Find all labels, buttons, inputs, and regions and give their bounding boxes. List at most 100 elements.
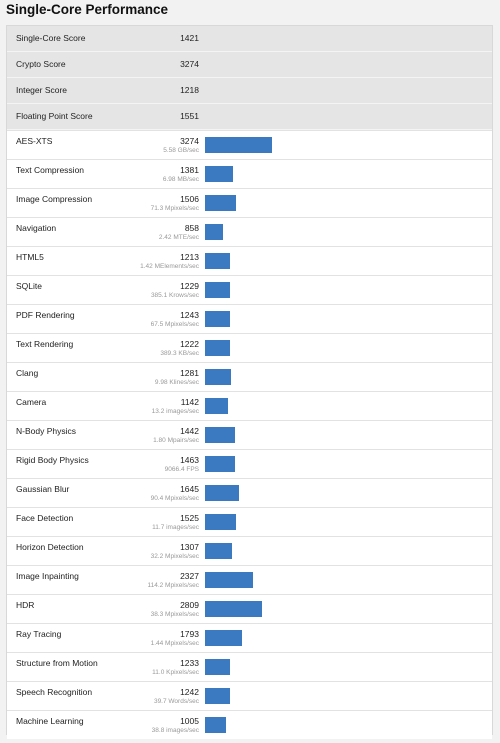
benchmark-throughput: 90.4 Mpixels/sec: [150, 495, 199, 502]
summary-label: Crypto Score: [16, 59, 66, 69]
benchmark-label: Rigid Body Physics: [16, 455, 89, 465]
benchmark-label: Speech Recognition: [16, 687, 93, 697]
score-bar: [205, 224, 223, 240]
benchmark-score: 1381: [180, 165, 199, 175]
benchmark-score: 1307: [180, 542, 199, 552]
benchmark-throughput: 11.0 Kpixels/sec: [152, 669, 199, 676]
benchmark-throughput: 38.3 Mpixels/sec: [150, 611, 199, 618]
benchmark-row: Horizon Detection 1307 32.2 Mpixels/sec: [7, 536, 492, 565]
benchmark-score: 1506: [180, 194, 199, 204]
benchmark-throughput: 1.42 MElements/sec: [140, 263, 199, 270]
benchmark-throughput: 38.8 images/sec: [151, 727, 199, 734]
benchmark-score: 1142: [180, 397, 199, 407]
benchmark-label: N-Body Physics: [16, 426, 76, 436]
benchmark-row: AES-XTS 3274 5.58 GB/sec: [7, 130, 492, 159]
benchmark-label: Camera: [16, 397, 47, 407]
summary-label: Floating Point Score: [16, 111, 93, 121]
benchmark-label: Structure from Motion: [16, 658, 98, 668]
page-title: Single-Core Performance: [6, 2, 169, 17]
benchmark-row: HDR 2809 38.3 Mpixels/sec: [7, 594, 492, 623]
benchmark-label: Machine Learning: [16, 716, 84, 726]
benchmark-label: Ray Tracing: [16, 629, 62, 639]
benchmark-score: 1243: [180, 310, 199, 320]
benchmark-label: Navigation: [16, 223, 57, 233]
benchmark-label: Horizon Detection: [16, 542, 84, 552]
benchmark-row: Clang 1281 9.98 Klines/sec: [7, 362, 492, 391]
results-panel: Single-Core Score 1421 Crypto Score 3274…: [6, 25, 493, 739]
score-bar: [205, 485, 239, 501]
benchmark-row: Ray Tracing 1793 1.44 Mpixels/sec: [7, 623, 492, 652]
benchmark-score: 1525: [180, 513, 199, 523]
benchmark-label: HDR: [16, 600, 35, 610]
score-bar: [205, 572, 253, 588]
score-bar: [205, 311, 230, 327]
benchmark-throughput: 114.2 Mpixels/sec: [147, 582, 199, 589]
summary-score: 1421: [180, 33, 199, 43]
benchmark-score: 1222: [180, 339, 199, 349]
summary-score: 3274: [180, 59, 199, 69]
benchmark-row: PDF Rendering 1243 67.5 Mpixels/sec: [7, 304, 492, 333]
benchmark-throughput: 2.42 MTE/sec: [158, 234, 199, 241]
benchmark-throughput: 13.2 images/sec: [151, 408, 199, 415]
benchmark-throughput: 9.98 Klines/sec: [154, 379, 199, 386]
benchmark-row: Speech Recognition 1242 39.7 Words/sec: [7, 681, 492, 710]
benchmark-label: Gaussian Blur: [16, 484, 70, 494]
benchmark-score: 858: [184, 223, 199, 233]
summary-row: Single-Core Score 1421: [7, 26, 492, 52]
summary-row: Floating Point Score 1551: [7, 104, 492, 130]
benchmark-score: 1213: [180, 252, 199, 262]
benchmark-row: Text Compression 1381 6.98 MB/sec: [7, 159, 492, 188]
benchmark-throughput: 389.3 KB/sec: [160, 350, 199, 357]
summary-row: Crypto Score 3274: [7, 52, 492, 78]
benchmark-throughput: 6.98 MB/sec: [162, 176, 199, 183]
benchmark-label: SQLite: [16, 281, 42, 291]
summary-score: 1218: [180, 85, 199, 95]
benchmark-label: HTML5: [16, 252, 44, 262]
benchmark-label: Text Compression: [16, 165, 85, 175]
score-bar: [205, 543, 232, 559]
score-bar: [205, 717, 226, 733]
score-bar: [205, 514, 236, 530]
benchmark-row: Face Detection 1525 11.7 images/sec: [7, 507, 492, 536]
score-bar: [205, 369, 231, 385]
benchmark-row: Rigid Body Physics 1463 9066.4 FPS: [7, 449, 492, 478]
benchmark-label: Text Rendering: [16, 339, 74, 349]
benchmark-score: 3274: [180, 136, 199, 146]
score-bar: [205, 688, 230, 704]
benchmark-label: AES-XTS: [16, 136, 53, 146]
benchmark-throughput: 71.3 Mpixels/sec: [150, 205, 199, 212]
benchmark-row: HTML5 1213 1.42 MElements/sec: [7, 246, 492, 275]
score-bar: [205, 340, 230, 356]
benchmark-score: 1463: [180, 455, 199, 465]
score-bar: [205, 137, 272, 153]
benchmark-row: Image Inpainting 2327 114.2 Mpixels/sec: [7, 565, 492, 594]
score-bar: [205, 427, 235, 443]
summary-label: Integer Score: [16, 85, 68, 95]
benchmark-score: 2327: [180, 571, 199, 581]
benchmark-row: N-Body Physics 1442 1.80 Mpairs/sec: [7, 420, 492, 449]
benchmark-throughput: 32.2 Mpixels/sec: [150, 553, 199, 560]
benchmark-row: Camera 1142 13.2 images/sec: [7, 391, 492, 420]
summary-row: Integer Score 1218: [7, 78, 492, 104]
summary-label: Single-Core Score: [16, 33, 86, 43]
benchmark-label: Image Compression: [16, 194, 93, 204]
benchmark-score: 1229: [180, 281, 199, 291]
benchmark-throughput: 1.80 Mpairs/sec: [153, 437, 199, 444]
benchmark-throughput: 385.1 Krows/sec: [150, 292, 199, 299]
benchmark-row: SQLite 1229 385.1 Krows/sec: [7, 275, 492, 304]
benchmark-label: Clang: [16, 368, 39, 378]
benchmark-score: 1645: [180, 484, 199, 494]
benchmark-throughput: 5.58 GB/sec: [163, 147, 199, 154]
benchmark-throughput: 1.44 Mpixels/sec: [150, 640, 199, 647]
benchmark-throughput: 11.7 images/sec: [152, 524, 199, 531]
benchmark-score: 1242: [180, 687, 199, 697]
score-bar: [205, 659, 230, 675]
score-bar: [205, 282, 230, 298]
score-bar: [205, 456, 235, 472]
benchmark-score: 1005: [180, 716, 199, 726]
score-bar: [205, 166, 233, 182]
benchmark-row: Structure from Motion 1233 11.0 Kpixels/se…: [7, 652, 492, 681]
score-bar: [205, 398, 228, 414]
benchmark-score: 1442: [180, 426, 199, 436]
